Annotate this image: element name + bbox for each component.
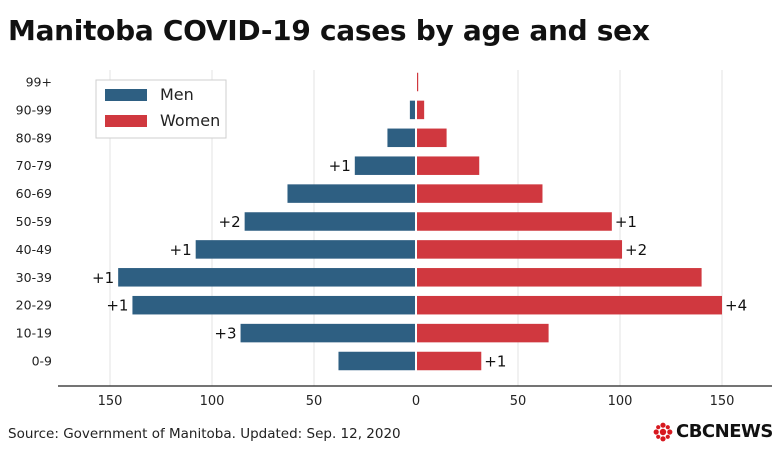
- category-labels: 99+ 90-99 80-89 70-79 60-69 50-59 40-49 30-39 20…: [16, 75, 52, 369]
- men-new-cases-label: +2: [219, 213, 241, 231]
- x-axis: 150 100 50 0 50 100 150: [58, 385, 772, 409]
- age-group-label: 0-9: [32, 354, 52, 369]
- legend-swatch-men: [105, 89, 147, 101]
- women-bar: [417, 351, 482, 371]
- women-new-cases-label: +1: [484, 353, 506, 371]
- women-bar: [417, 323, 549, 343]
- x-tick-label: 0: [412, 394, 420, 409]
- men-new-cases-label: +1: [170, 241, 192, 259]
- age-group-label: 40-49: [16, 242, 52, 257]
- women-new-cases-label: +1: [615, 213, 637, 231]
- men-bar: [287, 184, 415, 203]
- age-group-label: 50-59: [16, 214, 52, 229]
- women-bar: [417, 240, 623, 259]
- women-new-cases-label: +4: [725, 297, 747, 315]
- men-bar: [387, 128, 415, 148]
- women-bar: [417, 100, 425, 120]
- age-group-label: 80-89: [16, 130, 52, 145]
- age-group-label: 30-39: [16, 270, 52, 285]
- x-tick-label: 50: [306, 394, 323, 409]
- x-tick-label: 50: [510, 394, 527, 409]
- cbc-news-brand: CBCNEWS: [653, 421, 773, 442]
- age-group-label: 70-79: [16, 158, 52, 173]
- bars: [118, 72, 722, 371]
- men-bar: [338, 351, 415, 371]
- x-tick-label: 100: [608, 394, 633, 409]
- men-new-cases-label: +1: [106, 297, 128, 315]
- men-new-cases-label: +3: [214, 325, 236, 343]
- men-bar: [354, 156, 415, 175]
- women-bar: [417, 295, 722, 315]
- age-group-label: 90-99: [16, 102, 52, 117]
- women-bar: [417, 268, 702, 287]
- women-bar: [417, 128, 447, 148]
- men-bar: [409, 100, 415, 120]
- brand-name: CBCNEWS: [676, 421, 773, 442]
- legend-swatch-women: [105, 115, 147, 127]
- men-bar: [240, 323, 415, 343]
- age-group-label: 60-69: [16, 186, 52, 201]
- chart-title: Manitoba COVID-19 cases by age and sex: [8, 14, 650, 47]
- legend: Men Women: [95, 79, 227, 139]
- men-bar: [244, 212, 415, 231]
- men-new-cases-label: +1: [92, 269, 114, 287]
- women-bar: [417, 212, 612, 231]
- source-note: Source: Government of Manitoba. Updated:…: [8, 426, 401, 442]
- men-bar: [132, 295, 415, 315]
- x-tick-label: 100: [200, 394, 225, 409]
- x-tick-label: 150: [710, 394, 735, 409]
- age-group-label: 99+: [26, 75, 52, 90]
- cbc-gem-logo-icon: [653, 422, 673, 441]
- women-bar: [417, 156, 480, 175]
- age-group-label: 10-19: [16, 326, 52, 341]
- women-bar: [417, 72, 419, 92]
- men-new-cases-label: +1: [329, 157, 351, 175]
- age-group-label: 20-29: [16, 298, 52, 313]
- men-bar: [118, 268, 415, 287]
- legend-label-men: Men: [160, 85, 194, 104]
- annotations: +1 +2 +1 +1 +2 +1 +1 +4 +3 +1: [92, 157, 747, 370]
- women-bar: [417, 184, 543, 203]
- legend-label-women: Women: [160, 111, 220, 130]
- women-new-cases-label: +2: [625, 241, 647, 259]
- men-bar: [195, 240, 415, 259]
- x-tick-label: 150: [98, 394, 123, 409]
